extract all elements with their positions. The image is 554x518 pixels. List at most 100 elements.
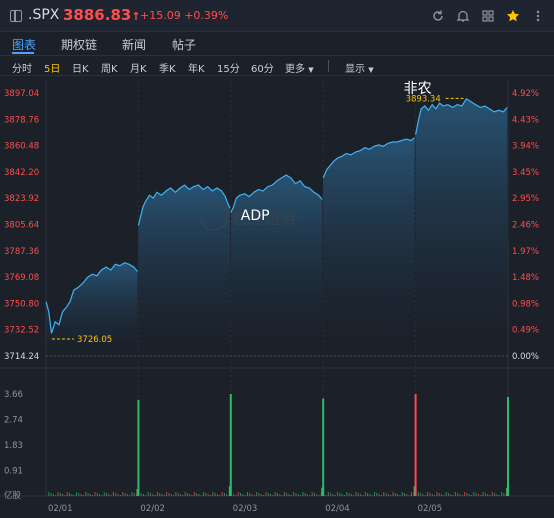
more-vertical-icon[interactable] (531, 9, 545, 23)
volume-bar (394, 493, 396, 496)
volume-bar (489, 495, 491, 496)
period-selector: 分时 5日 日K 周K 月K 季K 年K 15分 60分 更多 ▼ 显示 ▼ (0, 56, 554, 76)
volume-bar (364, 492, 366, 496)
volume-bar (161, 494, 163, 496)
price-line-day-3 (230, 174, 323, 213)
volume-bar (85, 492, 87, 496)
refresh-icon[interactable] (431, 9, 445, 23)
volume-bar (491, 492, 493, 496)
x-tick-label: 02/02 (140, 504, 165, 514)
volume-bar (263, 495, 265, 496)
volume-bar (233, 494, 235, 496)
period-15min[interactable]: 15分 (217, 64, 240, 75)
pct-tick-label: 4.92% (512, 89, 539, 99)
volume-bar (362, 495, 364, 496)
period-monthly-k[interactable]: 月K (130, 64, 147, 75)
volume-bar (277, 493, 278, 496)
volume-bar (156, 492, 158, 496)
volume-bar (441, 494, 443, 496)
volume-tick-label: 0.91 (4, 467, 23, 477)
bell-icon[interactable] (456, 9, 470, 23)
volume-bar (163, 495, 165, 496)
volume-bar (115, 493, 117, 496)
volume-bar (126, 494, 128, 496)
period-60min[interactable]: 60分 (251, 64, 274, 75)
display-dropdown[interactable]: 显示 ▼ (345, 64, 374, 75)
tab-chart[interactable]: 图表 (12, 38, 37, 52)
volume-bar (350, 494, 352, 496)
volume-bar (101, 495, 103, 496)
volume-bar (244, 495, 246, 496)
volume-bar (413, 493, 415, 496)
tab-option-chain[interactable]: 期权链 (61, 38, 98, 52)
volume-bar (507, 397, 509, 496)
volume-bar (137, 399, 140, 496)
volume-bar (346, 492, 348, 496)
volume-bar (327, 492, 329, 496)
pct-tick-label: 1.97% (512, 247, 539, 257)
volume-bar (422, 494, 424, 496)
volume-bar (256, 492, 258, 496)
tab-bar: 图表 期权链 新闻 帖子 (0, 32, 554, 56)
volume-bar (406, 494, 408, 496)
volume-bar (434, 495, 436, 496)
volume-bar (117, 494, 119, 496)
volume-bar (50, 493, 52, 496)
grid-icon[interactable] (481, 9, 495, 23)
y-tick-label: 3769.08 (4, 273, 39, 283)
star-icon[interactable] (506, 9, 520, 23)
volume-bar (401, 492, 403, 496)
volume-bar (205, 493, 207, 496)
period-weekly-k[interactable]: 周K (101, 64, 118, 75)
volume-bar (207, 494, 209, 496)
price-area-day-2 (138, 185, 230, 356)
more-periods-dropdown[interactable]: 更多 ▼ (285, 64, 314, 75)
volume-bar (189, 494, 191, 496)
period-intraday[interactable]: 分时 (12, 64, 32, 75)
volume-bar (173, 495, 175, 496)
volume-bar (168, 493, 170, 496)
volume-bar (307, 494, 309, 496)
volume-bar (290, 495, 292, 496)
volume-bar (424, 495, 426, 496)
sidebar-toggle-icon[interactable] (10, 10, 22, 22)
volume-bar (376, 493, 378, 496)
volume-bar (466, 493, 468, 496)
volume-bar (475, 493, 477, 496)
volume-bar (119, 495, 121, 496)
quote-header: .SPX 3886.83↑ +15.09 +0.39% (0, 0, 554, 32)
volume-bar (286, 493, 288, 496)
price-change: +15.09 +0.39% (140, 9, 229, 22)
tab-news[interactable]: 新闻 (122, 38, 147, 52)
volume-bar (106, 493, 108, 496)
volume-bar (487, 494, 489, 496)
price-line-day-4 (322, 137, 416, 179)
period-yearly-k[interactable]: 年K (188, 64, 205, 75)
volume-bar (355, 492, 357, 496)
volume-bar (267, 493, 269, 496)
period-quarterly-k[interactable]: 季K (159, 64, 176, 75)
tab-posts[interactable]: 帖子 (172, 38, 197, 52)
volume-bar (94, 492, 96, 496)
volume-bar (447, 493, 449, 496)
volume-bar (175, 492, 177, 496)
x-tick-label: 02/03 (233, 504, 257, 514)
price-area-day-4 (323, 137, 415, 356)
volume-bar (378, 494, 380, 496)
volume-bar (69, 493, 71, 496)
volume-bar (99, 494, 101, 496)
volume-bar (57, 492, 59, 496)
volume-bar (152, 494, 154, 496)
pct-tick-label: 1.48% (512, 273, 539, 283)
volume-bar (124, 493, 126, 496)
period-5day[interactable]: 5日 (44, 64, 61, 75)
volume-bar (468, 494, 470, 496)
volume-bar (464, 492, 466, 496)
period-daily-k[interactable]: 日K (72, 64, 89, 75)
volume-bar (322, 398, 325, 496)
volume-bar (279, 494, 281, 496)
volume-bar (110, 495, 112, 496)
volume-bar (210, 495, 212, 496)
volume-bar (414, 394, 417, 496)
